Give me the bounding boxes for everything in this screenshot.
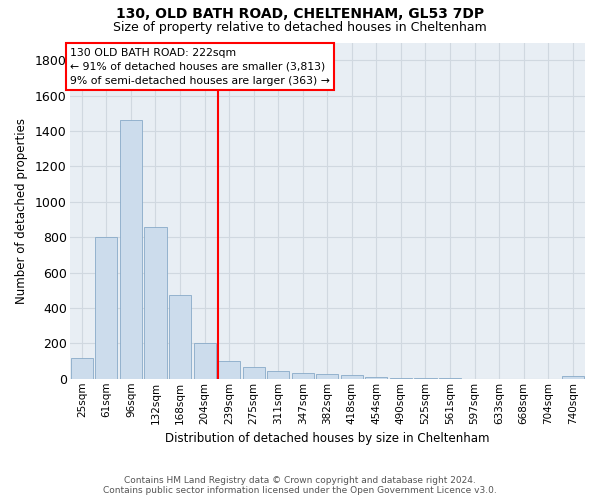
Bar xyxy=(145,226,167,379)
Bar xyxy=(242,368,265,379)
X-axis label: Distribution of detached houses by size in Cheltenham: Distribution of detached houses by size … xyxy=(165,432,490,445)
Bar xyxy=(390,378,412,379)
Bar xyxy=(341,375,363,379)
Bar xyxy=(95,237,118,379)
Bar xyxy=(562,376,584,379)
Bar xyxy=(194,344,215,379)
Bar xyxy=(292,372,314,379)
Bar xyxy=(415,378,437,379)
Text: 130 OLD BATH ROAD: 222sqm
← 91% of detached houses are smaller (3,813)
9% of sem: 130 OLD BATH ROAD: 222sqm ← 91% of detac… xyxy=(70,48,330,86)
Bar xyxy=(218,361,240,379)
Text: Size of property relative to detached houses in Cheltenham: Size of property relative to detached ho… xyxy=(113,21,487,34)
Bar xyxy=(316,374,338,379)
Bar xyxy=(71,358,93,379)
Text: 130, OLD BATH ROAD, CHELTENHAM, GL53 7DP: 130, OLD BATH ROAD, CHELTENHAM, GL53 7DP xyxy=(116,8,484,22)
Bar xyxy=(365,377,388,379)
Bar xyxy=(169,294,191,379)
Y-axis label: Number of detached properties: Number of detached properties xyxy=(15,118,28,304)
Bar xyxy=(267,371,289,379)
Text: Contains HM Land Registry data © Crown copyright and database right 2024.
Contai: Contains HM Land Registry data © Crown c… xyxy=(103,476,497,495)
Bar xyxy=(120,120,142,379)
